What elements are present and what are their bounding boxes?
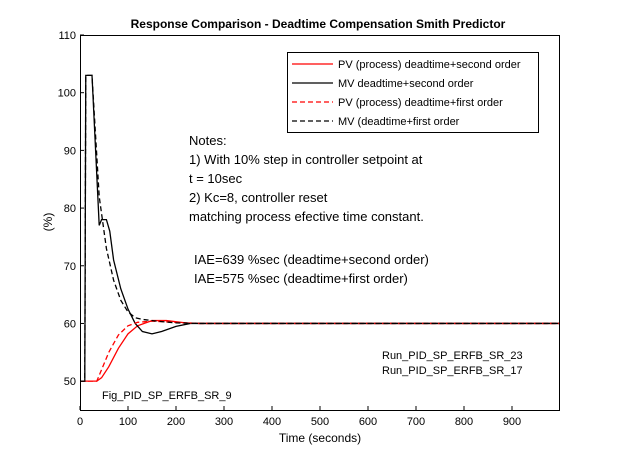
run-label-1: Run_PID_SP_ERFB_SR_23	[382, 350, 523, 362]
x-tick-label: 300	[215, 416, 233, 428]
x-tick-label: 100	[119, 416, 137, 428]
legend-label-2: MV deadtime+second order	[338, 78, 474, 90]
series-group	[80, 74, 560, 382]
axes-box	[80, 35, 560, 411]
note-line: Notes:	[189, 133, 227, 148]
x-tick-label: 700	[407, 416, 425, 428]
series-line-4	[80, 74, 560, 382]
x-tick-label: 800	[455, 416, 473, 428]
x-tick-label: 400	[263, 416, 281, 428]
note-line: 1) With 10% step in controller setpoint …	[189, 152, 423, 167]
chart-title: Response Comparison - Deadtime Compensat…	[131, 17, 506, 31]
legend: PV (process) deadtime+second order MV dea…	[287, 52, 539, 133]
x-tick-label: 200	[167, 416, 185, 428]
iae-line: IAE=639 %sec (deadtime+second order)	[194, 252, 429, 267]
note-line: t = 10sec	[189, 171, 243, 186]
legend-box	[287, 52, 539, 133]
y-axis-label: (%)	[41, 213, 55, 232]
notes-annotation: Notes: 1) With 10% step in controller set…	[189, 133, 429, 286]
y-tick-label: 100	[58, 88, 76, 100]
y-tick-label: 50	[64, 376, 76, 388]
legend-label-4: MV (deadtime+first order	[338, 116, 460, 128]
legend-label-3: PV (process) deadtime+first order	[338, 97, 503, 109]
note-line: 2) Kc=8, controller reset	[189, 190, 328, 205]
iae-line: IAE=575 %sec (deadtime+first order)	[194, 271, 408, 286]
x-axis-label: Time (seconds)	[279, 431, 361, 445]
y-tick-label: 110	[58, 30, 76, 42]
y-tick-label: 80	[64, 203, 76, 215]
fig-label: Fig_PID_SP_ERFB_SR_9	[102, 390, 232, 402]
x-tick-label: 500	[311, 416, 329, 428]
note-line: matching process efective time constant.	[189, 209, 424, 224]
y-tick-label: 70	[64, 261, 76, 273]
ticks-group: 0 100 200 300 400 500 600 700 800 900 50 60 70 80 90 10…	[58, 30, 522, 428]
legend-label-1: PV (process) deadtime+second order	[338, 59, 521, 71]
x-tick-label: 600	[359, 416, 377, 428]
x-tick-label: 0	[77, 416, 83, 428]
run-label-2: Run_PID_SP_ERFB_SR_17	[382, 365, 523, 377]
y-tick-label: 90	[64, 145, 76, 157]
x-tick-label: 900	[503, 416, 521, 428]
y-tick-label: 60	[64, 318, 76, 330]
